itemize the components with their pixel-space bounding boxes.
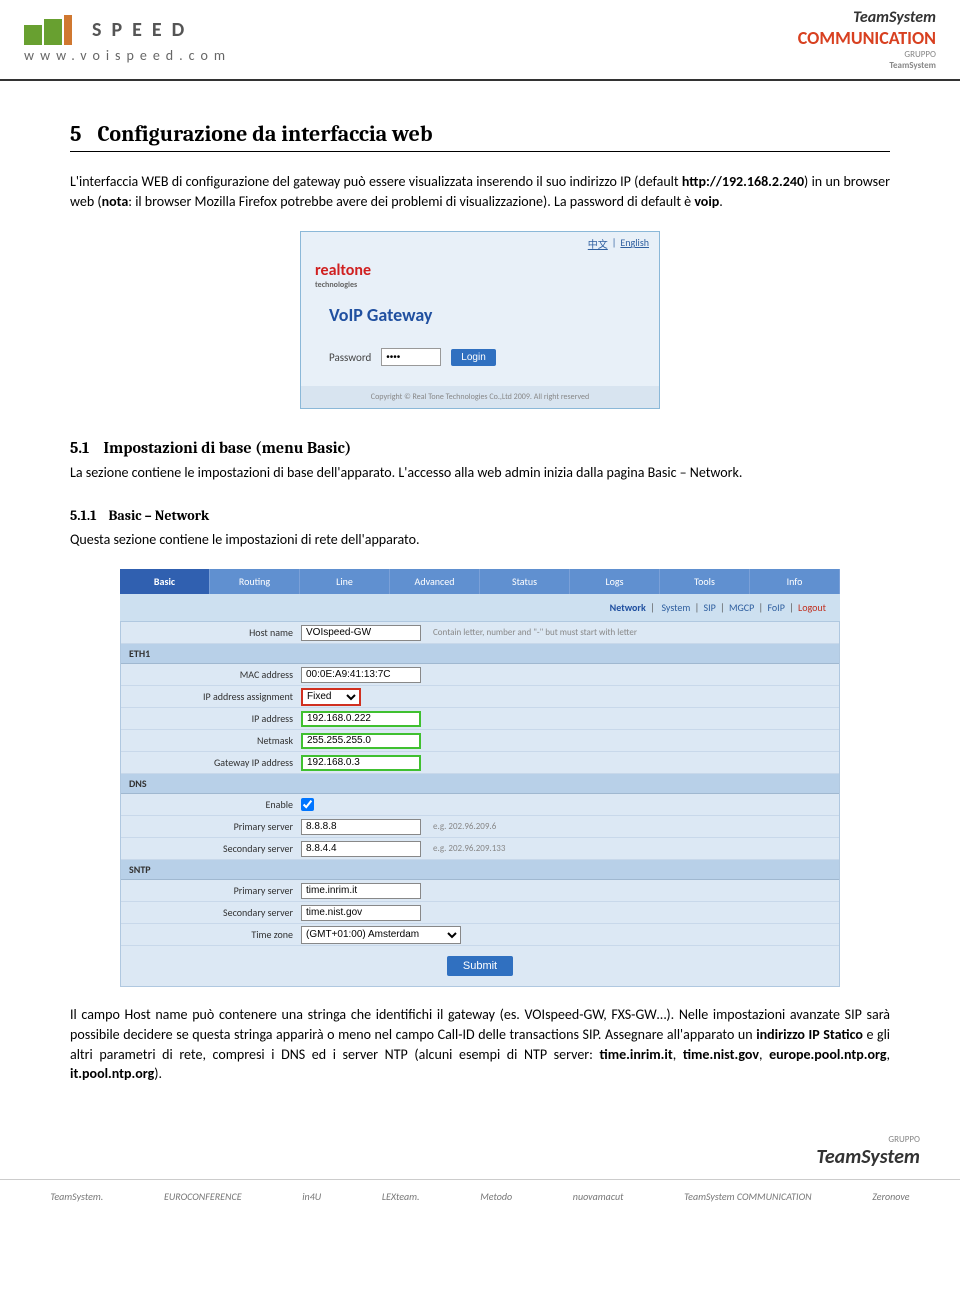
brand-item: nuovamacut	[573, 1190, 624, 1203]
tab-line[interactable]: Line	[300, 569, 390, 594]
hostname-hint: Contain letter, number and "-" but must …	[433, 627, 637, 638]
tab-basic[interactable]: Basic	[120, 569, 210, 594]
hostname-label: Host name	[121, 626, 301, 639]
footer-brands: TeamSystem. EUROCONFERENCE in4U LEXteam.…	[0, 1179, 960, 1213]
footer-logo: GRUPPO TeamSystem	[0, 1124, 960, 1179]
tz-label: Time zone	[121, 928, 301, 941]
login-screenshot: 中文 | English realtonetechnologies VoIP G…	[300, 231, 660, 409]
tab-bar: Basic Routing Line Advanced Status Logs …	[120, 569, 840, 594]
brand-item: TeamSystem COMMUNICATION	[684, 1190, 811, 1203]
logo-speed-text: SPEED	[92, 18, 194, 42]
paragraph-intro: L'interfaccia WEB di configurazione del …	[70, 172, 890, 211]
subnav-foip[interactable]: FoIP	[767, 601, 784, 614]
password-label: Password	[329, 351, 371, 364]
tab-tools[interactable]: Tools	[660, 569, 750, 594]
tz-select[interactable]: (GMT+01:00) Amsterdam	[301, 926, 461, 944]
subnav-mgcp[interactable]: MGCP	[729, 601, 754, 614]
ntpp-input[interactable]	[301, 883, 421, 899]
section-sntp: SNTP	[121, 860, 839, 880]
tab-advanced[interactable]: Advanced	[390, 569, 480, 594]
subnav-system[interactable]: System	[661, 601, 690, 614]
logo-teamsystem: TeamSystem COMMUNICATION GRUPPOTeamSyste…	[798, 8, 936, 71]
logo-voispeed: SPEED www.voispeed.com	[24, 15, 231, 64]
content: 5Configurazione da interfaccia web L'int…	[0, 81, 960, 1124]
heading-3: 5.1.1Basic – Network	[70, 507, 890, 524]
paragraph-footer: Il campo Host name può contenere una str…	[70, 1005, 890, 1083]
subnav-sip[interactable]: SIP	[704, 601, 716, 614]
enable-label: Enable	[121, 798, 301, 811]
pserver-hint: e.g. 202.96.209.6	[433, 821, 496, 832]
pserver-input[interactable]	[301, 819, 421, 835]
paragraph-5-1-1: Questa sezione contiene le impostazioni …	[70, 530, 890, 550]
mac-label: MAC address	[121, 668, 301, 681]
ntps-label: Secondary server	[121, 906, 301, 919]
heading-1: 5Configurazione da interfaccia web	[70, 121, 890, 152]
netmask-label: Netmask	[121, 734, 301, 747]
sserver-input[interactable]	[301, 841, 421, 857]
brand-item: EUROCONFERENCE	[164, 1190, 242, 1203]
pserver-label: Primary server	[121, 820, 301, 833]
mac-input[interactable]	[301, 667, 421, 683]
gwip-label: Gateway IP address	[121, 756, 301, 769]
ipassign-select[interactable]: Fixed	[301, 688, 361, 706]
lang-link-en[interactable]: English	[620, 236, 649, 251]
admin-panel-screenshot: Basic Routing Line Advanced Status Logs …	[120, 569, 840, 987]
tab-logs[interactable]: Logs	[570, 569, 660, 594]
ip-label: IP address	[121, 712, 301, 725]
sserver-hint: e.g. 202.96.209.133	[433, 843, 505, 854]
section-eth1: ETH1	[121, 644, 839, 664]
brand-item: Metodo	[480, 1190, 512, 1203]
brand-item: LEXteam.	[382, 1190, 420, 1203]
logo-url: www.voispeed.com	[24, 47, 231, 64]
tab-info[interactable]: Info	[750, 569, 840, 594]
ipassign-label: IP address assignment	[121, 690, 301, 703]
ntps-input[interactable]	[301, 905, 421, 921]
login-brand: realtonetechnologies	[301, 255, 659, 296]
subnav: Network | System | SIP | MGCP | FoIP | L…	[120, 594, 840, 621]
section-dns: DNS	[121, 774, 839, 794]
brand-item: Zeronove	[872, 1190, 909, 1203]
form-area: Host name Contain letter, number and "-" …	[120, 621, 840, 987]
password-input[interactable]	[381, 348, 441, 366]
tab-routing[interactable]: Routing	[210, 569, 300, 594]
tab-status[interactable]: Status	[480, 569, 570, 594]
netmask-input[interactable]	[301, 733, 421, 749]
hostname-input[interactable]	[301, 625, 421, 641]
paragraph-5-1: La sezione contiene le impostazioni di b…	[70, 463, 890, 483]
enable-checkbox[interactable]	[301, 798, 314, 811]
page-header: SPEED www.voispeed.com TeamSystem COMMUN…	[0, 0, 960, 81]
login-button[interactable]: Login	[451, 349, 495, 366]
gwip-input[interactable]	[301, 755, 421, 771]
ip-input[interactable]	[301, 711, 421, 727]
login-copyright: Copyright © Real Tone Technologies Co.,L…	[301, 386, 659, 408]
subnav-active[interactable]: Network	[610, 601, 646, 614]
brand-item: in4U	[302, 1190, 321, 1203]
subnav-logout[interactable]: Logout	[798, 601, 826, 614]
login-title: VoIP Gateway	[301, 296, 659, 334]
lang-link-cn[interactable]: 中文	[588, 236, 608, 251]
sserver-label: Secondary server	[121, 842, 301, 855]
submit-button[interactable]: Submit	[447, 956, 513, 976]
brand-item: TeamSystem.	[50, 1190, 103, 1203]
ntpp-label: Primary server	[121, 884, 301, 897]
heading-2: 5.1Impostazioni di base (menu Basic)	[70, 439, 890, 457]
